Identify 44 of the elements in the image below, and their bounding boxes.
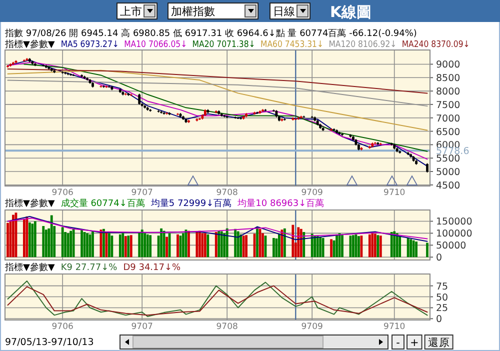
y-tick-label: 150000 — [436, 216, 472, 228]
y-tick-label: 75 — [436, 281, 448, 292]
y-tick-label: 50 — [436, 292, 448, 304]
control-indicator: 指標▼參數▼ — [5, 40, 55, 50]
text: 97/05/13-97/10/13 — [5, 337, 94, 348]
text: 均量5 72999↓百萬 — [150, 198, 232, 209]
y-tick-label: 0 — [436, 314, 442, 326]
y-tick-label: 5000 — [436, 167, 460, 178]
x-tick-label: 9707 — [131, 322, 153, 332]
x-tick-label: 9710 — [384, 322, 406, 332]
text: 指數 97/08/26 開 6945.14 高 6980.85 低 6917.31 收 6964.6↓點 量 60774百萬 -66.12(-0.94%) — [4, 28, 417, 39]
text: 均量10 86963↓百萬 — [236, 198, 324, 209]
y-tick-label: 100000 — [436, 228, 472, 240]
control-button: - — [392, 334, 404, 350]
control-button: + — [406, 334, 422, 350]
y-tick-label: 0 — [436, 252, 442, 264]
x-tick-label: 9710 — [384, 188, 406, 198]
control-indicator: 指標▼參數▼ — [5, 263, 55, 273]
x-tick-label: 9708 — [216, 322, 238, 332]
x-tick-label: 9708 — [216, 188, 238, 198]
control-dropdown: 上市 — [116, 2, 158, 20]
y-tick-label: 50000 — [436, 240, 466, 252]
y-tick-label: 6500 — [436, 126, 460, 138]
chart-title: K線圖 — [330, 3, 372, 21]
y-tick-label: 8000 — [436, 86, 460, 98]
x-tick-label: 9709 — [301, 188, 323, 198]
series-label: 成交量 60774↓百萬 — [60, 198, 145, 209]
y-tick-label: 7500 — [436, 100, 460, 111]
text: MA240 8370.09↓ — [402, 40, 481, 50]
y-tick-label: 9000 — [436, 60, 460, 71]
x-tick-label: 9706 — [52, 322, 74, 332]
y-tick-label: 7000 — [436, 113, 460, 124]
y-tick-label: 8500 — [436, 73, 460, 84]
y-tick-label: 25 — [436, 303, 448, 314]
x-tick-label: 9707 — [131, 188, 153, 198]
text: D9 34.17↓% — [123, 263, 182, 273]
x-tick-label: 9706 — [52, 188, 74, 198]
text: K9 27.77↓% — [60, 263, 118, 273]
control-dropdown: 加權指數 — [168, 2, 258, 20]
control-button: 還原 — [424, 334, 454, 350]
y-tick-label: 4500 — [436, 180, 460, 192]
control-indicator: 指標▼參數▼ — [5, 199, 55, 209]
control-dropdown: 日線 — [270, 2, 310, 20]
x-tick-label: 9709 — [301, 322, 323, 332]
